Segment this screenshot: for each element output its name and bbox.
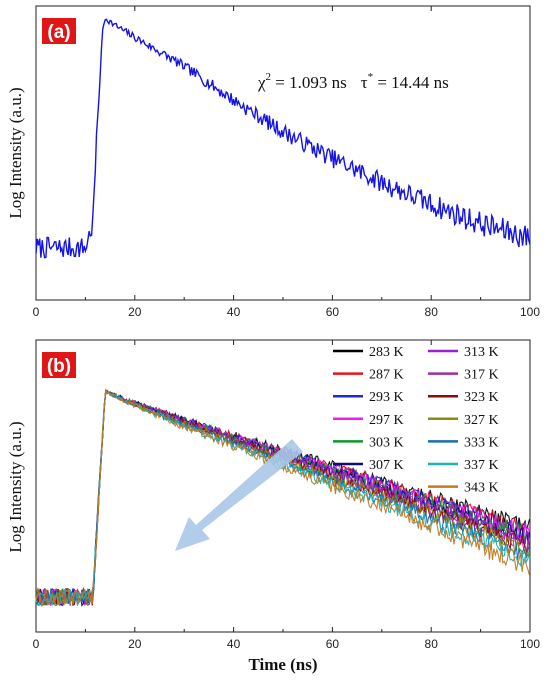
legend-label: 293 K [369,390,404,405]
panel-b-tag-label: (b) [47,356,71,377]
panel-b-series [35,388,531,608]
series-line [35,389,531,607]
x-tick-label: 40 [227,305,241,319]
x-tick-label: 0 [33,637,40,651]
panel-a-annotation: χ2 = 1.093 ns τ* = 14.44 ns [257,71,449,92]
legend-label: 283 K [369,345,404,360]
legend-label: 307 K [369,458,404,473]
series-line [35,390,530,606]
x-tick-label: 60 [326,305,340,319]
panel-a-series [35,18,531,259]
series-line [35,388,530,606]
trend-arrow-shape [175,439,303,551]
x-tick-label: 60 [326,637,340,651]
series-line [35,18,531,259]
panel-a-ylabel: Log Intensity (a.u.) [6,87,25,218]
panel-b-tag-box [42,352,76,378]
panel-b-ticks: 0 20 40 60 80 100 [33,340,540,651]
panel-a-tag-label: (a) [47,22,70,43]
x-tick-label: 100 [520,637,540,651]
panel-b-xlabel: Time (ns) [248,655,317,674]
legend-label: 333 K [464,435,499,450]
panel-a-tag-box [42,18,76,44]
series-line [35,390,531,606]
series-line [35,389,531,606]
panel-b-tag: (b) [42,352,76,378]
series-line [35,389,531,607]
legend-label: 287 K [369,368,404,383]
series-line [35,390,531,606]
x-tick-label: 80 [425,305,439,319]
series-line [35,391,531,606]
series-line [35,389,531,606]
series-line [35,390,531,607]
panel-a-tag: (a) [42,18,76,44]
panel-b-legend: 283 K 287 K 293 K 297 K 303 K 307 K 313 K 317 K… [333,345,499,496]
x-tick-label: 0 [33,305,40,319]
panel-b-ylabel: Log Intensity (a.u.) [6,421,25,552]
series-line [35,391,531,606]
legend-label: 327 K [464,413,499,428]
legend-label: 303 K [369,435,404,450]
series-line [35,389,531,608]
panel-a: 0 20 40 60 80 100 (a) χ2 = 1.093 ns τ* = 14.44… [6,5,540,319]
x-tick-label: 20 [128,637,142,651]
legend-label: 313 K [464,345,499,360]
x-tick-label: 20 [128,305,142,319]
legend-label: 297 K [369,413,404,428]
legend-label: 317 K [464,368,499,383]
x-tick-label: 100 [520,305,540,319]
panel-a-frame [35,5,531,301]
panel-b: 0 20 40 60 80 100 (b) 283 K 287 K 293 K 297 K 303… [6,339,540,674]
series-line [35,388,531,606]
legend-label: 343 K [464,481,499,496]
x-tick-label: 80 [425,637,439,651]
x-tick-label: 40 [227,637,241,651]
legend-label: 337 K [464,458,499,473]
trend-arrow [175,439,303,551]
legend-label: 323 K [464,390,499,405]
panel-a-ticks: 0 20 40 60 80 100 [33,6,540,319]
